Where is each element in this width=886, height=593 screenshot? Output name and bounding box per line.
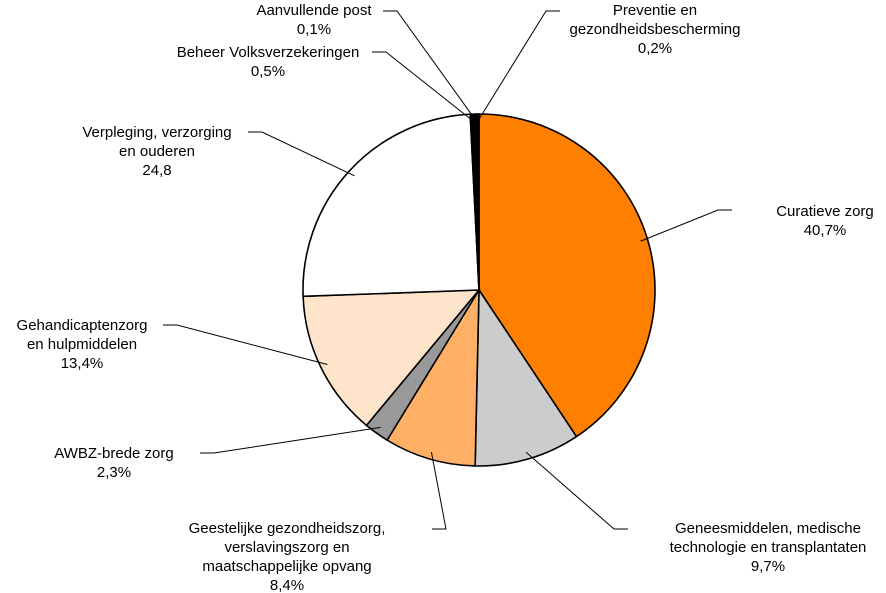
slice-label-7: Aanvullende post	[256, 2, 372, 19]
leader-lines	[163, 10, 732, 530]
slice-value-label-6: 0,5%	[251, 63, 285, 80]
pie-slice-8	[475, 113, 480, 291]
slice-value-label-3: 2,3%	[97, 464, 131, 481]
slice-label-2: maatschappelijke opvang	[202, 558, 371, 575]
slice-label-5: Verpleging, verzorging	[82, 124, 231, 141]
leader-line-2	[430, 452, 447, 530]
pie-slice-4	[302, 289, 481, 427]
slice-label-4: en hulpmiddelen	[27, 336, 137, 353]
slice-label-8: Preventie en	[613, 2, 697, 19]
slice-label-6: Beheer Volksverzekeringen	[177, 44, 360, 61]
slice-label-2: verslavingszorg en	[224, 539, 349, 556]
leader-line-6	[372, 51, 474, 122]
leader-line-0	[640, 209, 732, 242]
leader-line-5	[248, 131, 355, 177]
slice-label-3: AWBZ-brede zorg	[54, 445, 173, 462]
pie-slice-1	[474, 287, 578, 467]
slice-value-label-4: 13,4%	[61, 355, 104, 372]
slice-value-label-8: 0,2%	[638, 40, 672, 57]
slice-label-1: technologie en transplantaten	[670, 539, 867, 556]
leader-line-3	[200, 426, 381, 454]
pie-slice-2	[386, 287, 480, 467]
slice-label-1: Geneesmiddelen, medische	[675, 520, 861, 537]
leader-line-8	[477, 10, 560, 122]
slice-value-label-5: 24,8	[142, 162, 171, 179]
slice-label-5: en ouderen	[119, 143, 195, 160]
slice-label-8: gezondheidsbescherming	[570, 21, 741, 38]
leader-line-7	[383, 10, 477, 122]
slice-labels: Curatieve zorg 40,7% Geneesmiddelen, medis…	[17, 2, 874, 593]
slice-value-label-2: 8,4%	[270, 577, 304, 593]
leader-line-1	[525, 451, 628, 530]
slice-label-0: Curatieve zorg	[776, 203, 874, 220]
leader-line-4	[163, 324, 328, 365]
pie-slice-5	[302, 113, 480, 298]
slice-value-label-1: 9,7%	[751, 558, 785, 575]
slice-label-4: Gehandicaptenzorg	[17, 317, 148, 334]
slice-label-2: Geestelijke gezondheidszorg,	[189, 520, 386, 537]
slice-value-label-0: 40,7%	[804, 222, 847, 239]
slice-value-label-7: 0,1%	[297, 21, 331, 38]
pie-slices	[302, 113, 656, 467]
